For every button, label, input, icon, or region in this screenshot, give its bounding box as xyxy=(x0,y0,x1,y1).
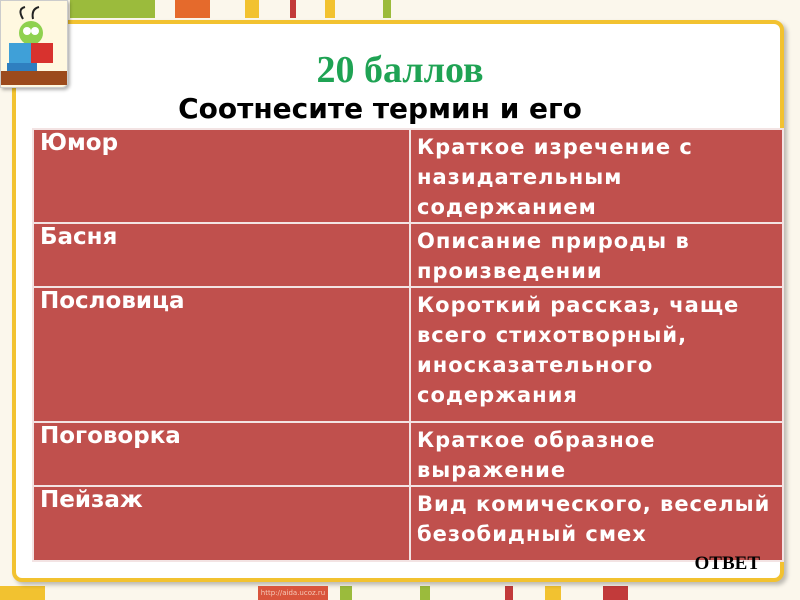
definition-cell[interactable]: Краткое образное выражение xyxy=(409,421,784,487)
decor-stripe xyxy=(290,0,296,18)
term-cell[interactable]: Пейзаж xyxy=(32,485,411,562)
decor-stripe xyxy=(340,586,352,600)
decor-stripe xyxy=(0,586,45,600)
table-row: Пословица Короткий рассказ, чаще всего ст… xyxy=(32,286,784,423)
term-cell[interactable]: Юмор xyxy=(32,128,411,224)
watermark-url: http://aida.ucoz.ru xyxy=(258,586,328,600)
decor-stripe xyxy=(420,586,430,600)
term-cell[interactable]: Басня xyxy=(32,222,411,288)
decor-stripe xyxy=(545,586,561,600)
table-row: Пейзаж Вид комического, веселый безобидны… xyxy=(32,485,784,562)
decor-stripe xyxy=(505,586,513,600)
definition-cell[interactable]: Вид комического, веселый безобидный смех xyxy=(409,485,784,562)
decor-stripe xyxy=(325,0,335,18)
table-row: Басня Описание природы в произведении xyxy=(32,222,784,288)
definition-cell[interactable]: Краткое изречение с назидательным содерж… xyxy=(409,128,784,224)
term-cell[interactable]: Пословица xyxy=(32,286,411,423)
reading-caterpillar-logo xyxy=(0,0,68,88)
definition-cell[interactable]: Короткий рассказ, чаще всего стихотворны… xyxy=(409,286,784,423)
table-row: Юмор Краткое изречение с назидательным со… xyxy=(32,128,784,224)
matching-table: Юмор Краткое изречение с назидательным со… xyxy=(32,128,784,562)
decor-stripe xyxy=(70,0,155,18)
decor-stripe xyxy=(175,0,210,18)
slide-title: 20 баллов xyxy=(316,49,484,91)
decor-stripe xyxy=(383,0,391,18)
term-cell[interactable]: Поговорка xyxy=(32,421,411,487)
slide-subtitle: Соотнесите термин и его xyxy=(178,92,582,125)
decor-stripe xyxy=(245,0,259,18)
decor-stripe xyxy=(603,586,628,600)
table-row: Поговорка Краткое образное выражение xyxy=(32,421,784,487)
definition-cell[interactable]: Описание природы в произведении xyxy=(409,222,784,288)
answer-button[interactable]: ОТВЕТ xyxy=(694,553,760,574)
